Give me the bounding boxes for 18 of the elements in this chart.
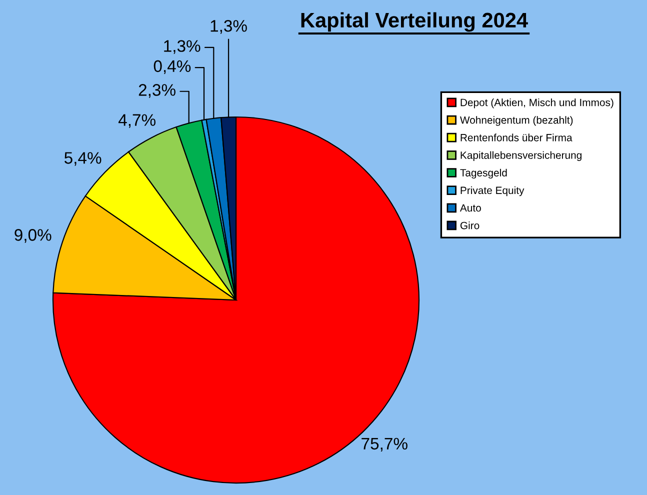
legend-label: Tagesgeld [460,168,507,179]
legend-label: Auto [460,204,481,212]
data-label: 1,3% [164,40,200,54]
data-label: 75,7% [362,438,408,452]
chart-title: Kapital Verteilung 2024 [301,12,528,32]
legend-label: Wohneigentum (bezahlt) [460,116,573,126]
data-label: 0,4% [154,60,191,74]
legend-label: Rentenfonds über Firma [460,134,572,142]
data-label: 5,4% [64,152,102,166]
legend-label: Kapitallebensversicherung [460,151,582,161]
legend-label: Private Equity [460,186,524,196]
legend-label: Giro [460,222,480,230]
data-label: 2,3% [138,84,176,98]
data-label: 1,3% [210,20,247,34]
legend-label: Depot (Aktien, Misch und Immos) [460,98,614,108]
data-label: 4,7% [118,114,156,128]
pie-slice [52,116,420,484]
data-label: 9,0% [14,229,52,243]
